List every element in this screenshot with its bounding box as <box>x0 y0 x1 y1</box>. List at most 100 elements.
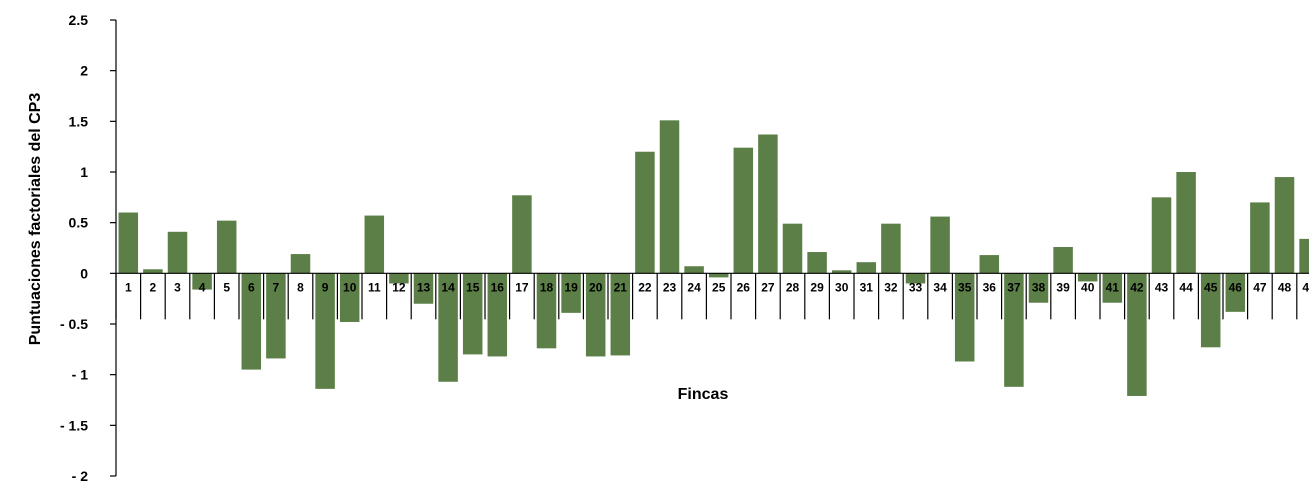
category-label: 12 <box>392 280 406 294</box>
category-label: 34 <box>933 280 947 294</box>
bar-1 <box>118 212 139 274</box>
category-label: 35 <box>958 280 972 294</box>
category-label: 32 <box>884 280 898 294</box>
bar-38 <box>1028 273 1049 303</box>
category-label: 11 <box>368 280 381 294</box>
category-label: 29 <box>810 280 824 294</box>
category-label: 20 <box>589 280 603 294</box>
y-tick-label: 1.5 <box>69 113 89 129</box>
bar-22 <box>635 151 655 274</box>
bar-15 <box>462 273 483 355</box>
bar-45 <box>1200 273 1221 348</box>
bar-49 <box>1299 238 1309 274</box>
bar-44 <box>1176 172 1196 274</box>
category-label: 19 <box>564 280 578 294</box>
category-label: 15 <box>466 280 480 294</box>
category-label: 26 <box>737 280 751 294</box>
category-label: 49 <box>1302 280 1309 294</box>
y-tick-label: 0 <box>80 265 88 281</box>
x-axis-title: Fincas <box>678 386 729 403</box>
category-label: 18 <box>540 280 554 294</box>
bar-26 <box>733 147 754 274</box>
y-tick-label: - 1 <box>72 367 89 383</box>
bars <box>118 120 1309 396</box>
category-label: 39 <box>1056 280 1070 294</box>
y-tick-label: - 2 <box>72 468 89 483</box>
bar-29 <box>807 252 827 274</box>
y-axis-title: Puntuaciones factoriales del CP3 <box>27 93 44 346</box>
category-label: 45 <box>1204 280 1218 294</box>
category-label: 25 <box>712 280 726 294</box>
category-label: 1 <box>125 280 132 294</box>
bar-43 <box>1151 197 1172 274</box>
bar-36 <box>979 255 1000 274</box>
bar-27 <box>758 134 778 274</box>
category-label: 4 <box>199 280 206 294</box>
category-label: 17 <box>515 280 529 294</box>
bar-35 <box>954 273 975 362</box>
bar-40 <box>1077 273 1098 282</box>
category-label: 23 <box>663 280 677 294</box>
bar-9 <box>315 273 335 389</box>
category-label: 3 <box>174 280 181 294</box>
category-label: 16 <box>491 280 505 294</box>
bar-31 <box>856 262 877 274</box>
category-label: 30 <box>835 280 849 294</box>
bar-11 <box>364 215 385 274</box>
category-label: 5 <box>223 280 230 294</box>
bar-32 <box>881 223 901 274</box>
bar-17 <box>512 195 532 274</box>
category-label: 24 <box>687 280 701 294</box>
y-tick-label: - 0.5 <box>60 316 88 332</box>
bar-16 <box>487 273 508 357</box>
category-label: 38 <box>1032 280 1046 294</box>
y-tick-label: 1 <box>80 164 88 180</box>
category-label: 43 <box>1155 280 1169 294</box>
y-axis-ticks: 2.5 2 1.5 1 0.5 0 - 0.5 - 1 - 1.5 - 2 <box>60 12 116 483</box>
category-label: 42 <box>1130 280 1144 294</box>
bar-33 <box>905 273 926 284</box>
category-label: 37 <box>1007 280 1021 294</box>
category-label: 9 <box>322 280 329 294</box>
category-label: 21 <box>614 280 628 294</box>
bar-5 <box>216 220 237 274</box>
bar-6 <box>241 273 262 370</box>
category-label: 27 <box>761 280 775 294</box>
bar-14 <box>438 273 458 382</box>
bar-13 <box>413 273 434 304</box>
bar-21 <box>610 273 631 356</box>
bar-7 <box>266 273 286 359</box>
bar-3 <box>167 231 188 274</box>
bar-12 <box>389 273 409 284</box>
bar-24 <box>684 266 704 274</box>
bar-46 <box>1225 273 1246 312</box>
category-label: 28 <box>786 280 800 294</box>
bar-2 <box>143 269 163 274</box>
bar-41 <box>1102 273 1123 303</box>
y-tick-label: - 1.5 <box>60 417 88 433</box>
category-label: 46 <box>1229 280 1243 294</box>
bar-10 <box>339 273 360 322</box>
bar-8 <box>290 254 311 274</box>
bar-47 <box>1250 202 1270 274</box>
bar-23 <box>659 120 680 274</box>
category-label: 6 <box>248 280 255 294</box>
y-tick-label: 0.5 <box>69 215 89 231</box>
bar-19 <box>561 273 581 313</box>
category-label: 2 <box>150 280 157 294</box>
category-label: 8 <box>297 280 304 294</box>
category-label: 33 <box>909 280 923 294</box>
bar-39 <box>1053 246 1073 274</box>
category-label: 40 <box>1081 280 1095 294</box>
category-labels: 1 2 3 4 5 6 7 8 9 10 11 12 13 14 15 16 17 18 19 20 21 22 23 24 2… <box>125 280 1309 294</box>
bar-18 <box>536 273 557 349</box>
bar-42 <box>1127 273 1147 396</box>
category-label: 36 <box>983 280 997 294</box>
category-label: 10 <box>343 280 357 294</box>
category-label: 7 <box>273 280 280 294</box>
category-label: 48 <box>1278 280 1292 294</box>
category-label: 14 <box>441 280 455 294</box>
category-label: 31 <box>860 280 874 294</box>
y-tick-label: 2.5 <box>69 12 89 28</box>
